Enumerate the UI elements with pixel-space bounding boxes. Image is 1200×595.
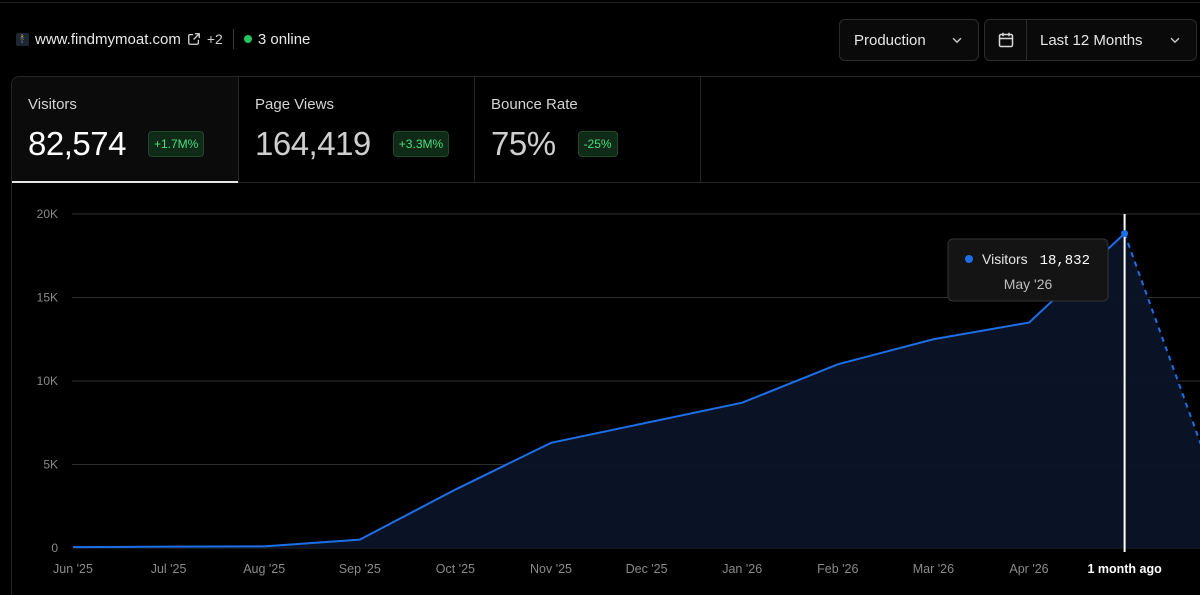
x-tick-label: Jul '25 [151,562,187,576]
tooltip-value: 18,832 [1040,253,1090,269]
date-range-value: Last 12 Months [1040,31,1143,49]
header-divider [232,29,234,49]
tooltip-series-dot-icon [965,255,973,263]
tooltip-date: May '26 [1004,276,1053,292]
x-tick-label: Apr '26 [1009,562,1048,576]
extra-sites-count[interactable]: +2 [206,31,223,47]
site-favicon-icon: 🕴 [16,32,29,46]
metric-value: 164,419 [255,125,371,162]
x-tick-label: Oct '25 [436,562,475,576]
x-tick-label: Jan '26 [722,562,762,576]
x-tick-label: Feb '26 [817,562,858,576]
metric-tabs: Visitors 82,574 +1.7M% Page Views 164,41… [12,77,1200,183]
metric-delta-badge: -25% [577,131,618,157]
series-line-projection [1123,233,1200,445]
y-tick-label: 15K [37,291,58,305]
tab-page-views[interactable]: Page Views 164,419 +3.3M% [239,77,475,182]
environment-select[interactable]: Production [839,19,979,61]
y-tick-label: 5K [43,458,58,472]
x-tick-label: Sep '25 [339,562,381,576]
x-tick-label: 1 month ago [1087,562,1162,576]
y-tick-label: 0 [51,541,58,555]
tab-bounce-rate[interactable]: Bounce Rate 75% -25% [475,77,701,182]
site-header: 🕴 www.findmymoat.com +2 3 online [16,29,310,49]
tooltip-series-name: Visitors [982,251,1028,267]
x-tick-label: Mar '26 [913,562,954,576]
data-point [1121,230,1129,238]
x-tick-label: Aug '25 [243,562,285,576]
y-tick-label: 20K [37,207,58,221]
x-tick-label: Jun '25 [53,562,93,576]
calendar-button[interactable] [985,20,1027,60]
metric-label: Visitors [28,96,77,113]
x-tick-label: Dec '25 [626,562,668,576]
online-status-dot-icon [243,35,252,43]
external-link-icon[interactable] [187,32,201,46]
metric-delta-badge: +3.3M% [392,131,450,157]
metric-delta-badge: +1.7M% [147,131,205,157]
metric-label: Page Views [255,96,334,113]
environment-value: Production [854,31,926,49]
tab-visitors[interactable]: Visitors 82,574 +1.7M% [12,77,239,183]
y-tick-label: 10K [37,374,58,388]
top-divider [0,2,1200,3]
tooltip-box [947,238,1109,302]
site-name-link[interactable]: www.findmymoat.com [35,30,181,48]
date-range-select[interactable]: Last 12 Months [984,19,1197,61]
chevron-down-icon [1170,37,1180,44]
metric-value: 75% [491,125,556,162]
calendar-icon [998,32,1013,48]
online-count: 3 online [257,30,311,48]
chevron-down-icon [952,37,962,44]
x-tick-label: Nov '25 [530,562,572,576]
metric-value: 82,574 [28,125,126,162]
area-fill [73,233,1200,548]
metric-label: Bounce Rate [491,96,578,113]
series-line [72,232,1126,549]
